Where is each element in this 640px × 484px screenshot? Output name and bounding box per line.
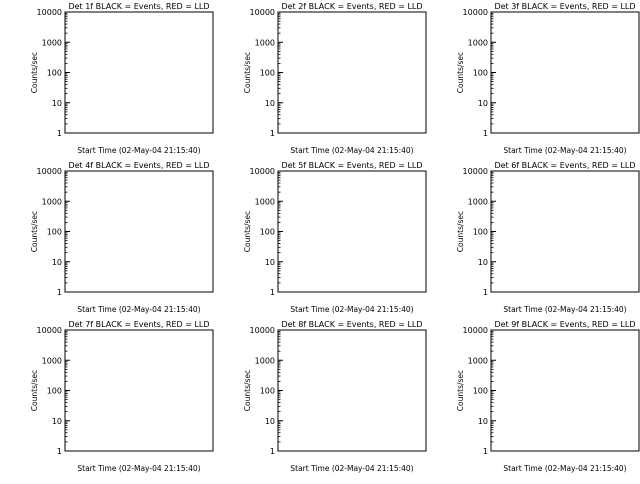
- y-tick-label: 100: [47, 69, 62, 78]
- panel-2: Det 2f BLACK = Events, RED = LLDEFFSE110…: [243, 2, 427, 155]
- panel-title: Det 8f BLACK = Events, RED = LLD: [281, 320, 422, 329]
- y-tick-label: 10000: [37, 167, 62, 176]
- y-axis-label: Counts/sec: [456, 52, 465, 93]
- y-tick-label: 10: [265, 258, 275, 267]
- x-axis-label: Start Time (02-May-04 21:15:40): [77, 146, 200, 155]
- y-axis-label: Counts/sec: [243, 52, 252, 93]
- panel-title: Det 3f BLACK = Events, RED = LLD: [494, 2, 635, 11]
- panel-title: Det 5f BLACK = Events, RED = LLD: [281, 161, 422, 170]
- plot-frame: [277, 329, 427, 452]
- y-tick-label: 100: [473, 387, 488, 396]
- panel-3: Det 3f BLACK = Events, RED = LLDEFFSE110…: [456, 2, 640, 155]
- panel-title: Det 9f BLACK = Events, RED = LLD: [494, 320, 635, 329]
- panel-6: Det 6f BLACK = Events, RED = LLDEFFSE110…: [456, 161, 640, 314]
- y-tick-label: 10: [265, 99, 275, 108]
- y-tick-label: 1000: [468, 356, 488, 365]
- panel-title: Det 4f BLACK = Events, RED = LLD: [68, 161, 209, 170]
- panel-7: Det 7f BLACK = Events, RED = LLDEFFSE110…: [30, 320, 214, 473]
- panel-1: Det 1f BLACK = Events, RED = LLDEFFSE110…: [30, 2, 214, 155]
- y-tick-label: 10: [265, 417, 275, 426]
- y-tick-label: 10: [52, 258, 62, 267]
- y-tick-label: 100: [260, 228, 275, 237]
- y-tick-label: 10: [478, 99, 488, 108]
- plot-frame: [64, 170, 214, 293]
- y-tick-label: 10: [478, 258, 488, 267]
- x-axis-label: Start Time (02-May-04 21:15:40): [503, 146, 626, 155]
- plot-frame: [277, 170, 427, 293]
- y-tick-label: 1000: [468, 197, 488, 206]
- panel-9: Det 9f BLACK = Events, RED = LLDEFFSE110…: [456, 320, 640, 473]
- x-axis-label: Start Time (02-May-04 21:15:40): [503, 464, 626, 473]
- y-axis-label: Counts/sec: [30, 52, 39, 93]
- y-axis-label: Counts/sec: [30, 211, 39, 252]
- y-tick-label: 100: [473, 228, 488, 237]
- plot-frame: [490, 11, 640, 134]
- plot-frame: [64, 329, 214, 452]
- y-tick-label: 1000: [255, 38, 275, 47]
- y-tick-label: 100: [260, 69, 275, 78]
- y-tick-label: 10000: [463, 8, 488, 17]
- y-tick-label: 10000: [250, 167, 275, 176]
- y-tick-label: 10: [52, 417, 62, 426]
- y-tick-label: 1: [57, 129, 62, 138]
- y-axis-label: Counts/sec: [456, 211, 465, 252]
- y-tick-label: 100: [260, 387, 275, 396]
- x-axis-label: Start Time (02-May-04 21:15:40): [290, 464, 413, 473]
- y-tick-label: 100: [47, 387, 62, 396]
- plot-frame: [490, 170, 640, 293]
- panel-4: Det 4f BLACK = Events, RED = LLDEFFSE110…: [30, 161, 214, 314]
- y-axis-label: Counts/sec: [456, 370, 465, 411]
- y-tick-label: 1: [483, 447, 488, 456]
- y-tick-label: 1: [270, 288, 275, 297]
- y-tick-label: 1: [483, 288, 488, 297]
- y-tick-label: 10: [52, 99, 62, 108]
- panel-title: Det 2f BLACK = Events, RED = LLD: [281, 2, 422, 11]
- y-tick-label: 1000: [42, 38, 62, 47]
- y-tick-label: 10000: [37, 8, 62, 17]
- y-tick-label: 1000: [42, 197, 62, 206]
- x-axis-label: Start Time (02-May-04 21:15:40): [503, 305, 626, 314]
- y-tick-label: 10000: [250, 8, 275, 17]
- y-axis-label: Counts/sec: [243, 370, 252, 411]
- panel-5: Det 5f BLACK = Events, RED = LLDEFFSE110…: [243, 161, 427, 314]
- y-tick-label: 10000: [250, 326, 275, 335]
- x-axis-label: Start Time (02-May-04 21:15:40): [290, 305, 413, 314]
- y-tick-label: 1000: [255, 356, 275, 365]
- y-tick-label: 1: [270, 129, 275, 138]
- panel-8: Det 8f BLACK = Events, RED = LLDEFFSE110…: [243, 320, 427, 473]
- y-tick-label: 1: [57, 288, 62, 297]
- plot-frame: [64, 11, 214, 134]
- y-tick-label: 10000: [463, 326, 488, 335]
- x-axis-label: Start Time (02-May-04 21:15:40): [77, 464, 200, 473]
- y-tick-label: 10000: [463, 167, 488, 176]
- panel-title: Det 6f BLACK = Events, RED = LLD: [494, 161, 635, 170]
- y-tick-label: 10000: [37, 326, 62, 335]
- y-axis-label: Counts/sec: [243, 211, 252, 252]
- x-axis-label: Start Time (02-May-04 21:15:40): [290, 146, 413, 155]
- y-tick-label: 10: [478, 417, 488, 426]
- plot-frame: [277, 11, 427, 134]
- y-axis-label: Counts/sec: [30, 370, 39, 411]
- y-tick-label: 100: [47, 228, 62, 237]
- y-tick-label: 1: [270, 447, 275, 456]
- y-tick-label: 1: [57, 447, 62, 456]
- plot-frame: [490, 329, 640, 452]
- x-axis-label: Start Time (02-May-04 21:15:40): [77, 305, 200, 314]
- y-tick-label: 1000: [255, 197, 275, 206]
- y-tick-label: 1000: [468, 38, 488, 47]
- y-tick-label: 1: [483, 129, 488, 138]
- panel-title: Det 7f BLACK = Events, RED = LLD: [68, 320, 209, 329]
- y-tick-label: 1000: [42, 356, 62, 365]
- panel-title: Det 1f BLACK = Events, RED = LLD: [68, 2, 209, 11]
- y-tick-label: 100: [473, 69, 488, 78]
